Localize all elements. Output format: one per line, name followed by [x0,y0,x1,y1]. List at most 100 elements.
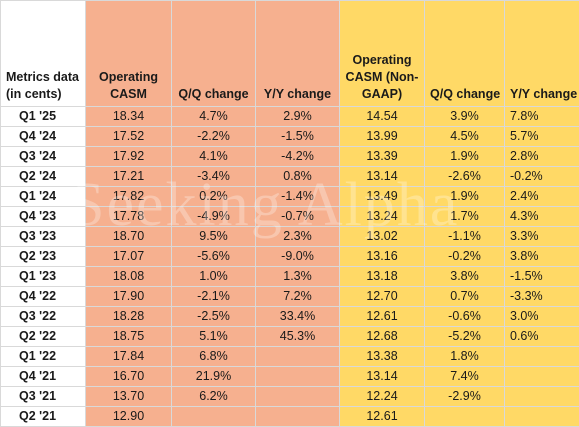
cell-non-gaap-qq-change: 1.8% [425,347,505,367]
cell-non-gaap-qq-change: 1.7% [425,207,505,227]
cell-yy-change: 1.3% [256,267,340,287]
cell-operating-casm-non-gaap: 13.16 [340,247,425,267]
cell-non-gaap-yy-change: 3.8% [505,247,579,267]
cell-operating-casm-non-gaap: 13.18 [340,267,425,287]
col-header-non-gaap-qq-change: Q/Q change [425,1,505,107]
cell-yy-change: 0.8% [256,167,340,187]
cell-yy-change: -9.0% [256,247,340,267]
cell-operating-casm-non-gaap: 12.24 [340,387,425,407]
row-period: Q4 '22 [1,287,86,307]
cell-non-gaap-qq-change: 3.8% [425,267,505,287]
cell-operating-casm: 12.90 [86,407,172,427]
cell-non-gaap-qq-change: 1.9% [425,147,505,167]
cell-non-gaap-yy-change: -0.2% [505,167,579,187]
col-header-yy-change: Y/Y change [256,1,340,107]
cell-non-gaap-yy-change [505,347,579,367]
row-period: Q4 '23 [1,207,86,227]
cell-operating-casm-non-gaap: 13.24 [340,207,425,227]
cell-non-gaap-yy-change: -1.5% [505,267,579,287]
cell-operating-casm-non-gaap: 13.39 [340,147,425,167]
row-period: Q3 '24 [1,147,86,167]
row-period: Q3 '21 [1,387,86,407]
cell-non-gaap-qq-change: -1.1% [425,227,505,247]
cell-non-gaap-qq-change: -5.2% [425,327,505,347]
cell-qq-change: -5.6% [172,247,256,267]
cell-yy-change: 2.3% [256,227,340,247]
cell-non-gaap-yy-change: 7.8% [505,107,579,127]
cell-non-gaap-yy-change: 2.8% [505,147,579,167]
cell-non-gaap-yy-change [505,387,579,407]
row-period: Q2 '22 [1,327,86,347]
cell-operating-casm-non-gaap: 13.02 [340,227,425,247]
row-period: Q4 '24 [1,127,86,147]
cell-yy-change: -1.5% [256,127,340,147]
cell-operating-casm: 17.84 [86,347,172,367]
row-period: Q1 '23 [1,267,86,287]
cell-yy-change: -4.2% [256,147,340,167]
cell-qq-change: -2.5% [172,307,256,327]
row-period: Q1 '25 [1,107,86,127]
cell-non-gaap-yy-change [505,407,579,427]
cell-yy-change: 33.4% [256,307,340,327]
cell-operating-casm: 13.70 [86,387,172,407]
row-period: Q1 '24 [1,187,86,207]
cell-qq-change: 21.9% [172,367,256,387]
cell-yy-change: -0.7% [256,207,340,227]
cell-yy-change: -1.4% [256,187,340,207]
row-period: Q2 '24 [1,167,86,187]
cell-yy-change [256,387,340,407]
cell-operating-casm: 18.28 [86,307,172,327]
row-period: Q3 '23 [1,227,86,247]
cell-non-gaap-qq-change: -0.6% [425,307,505,327]
cell-non-gaap-qq-change: 3.9% [425,107,505,127]
cell-yy-change: 7.2% [256,287,340,307]
cell-operating-casm: 17.52 [86,127,172,147]
cell-qq-change: 6.8% [172,347,256,367]
col-header-non-gaap-yy-change: Y/Y change [505,1,579,107]
cell-non-gaap-yy-change: 3.0% [505,307,579,327]
col-header-qq-change: Q/Q change [172,1,256,107]
header-row: Metrics data (in cents) Operating CASM Q… [1,1,579,107]
row-period: Q2 '23 [1,247,86,267]
cell-non-gaap-yy-change: 2.4% [505,187,579,207]
cell-qq-change: 6.2% [172,387,256,407]
cell-non-gaap-yy-change [505,367,579,387]
cell-non-gaap-yy-change: 3.3% [505,227,579,247]
cell-yy-change: 2.9% [256,107,340,127]
cell-operating-casm-non-gaap: 12.70 [340,287,425,307]
cell-operating-casm-non-gaap: 13.14 [340,367,425,387]
cell-operating-casm-non-gaap: 12.61 [340,307,425,327]
row-period: Q3 '22 [1,307,86,327]
cell-qq-change [172,407,256,427]
cell-non-gaap-yy-change: -3.3% [505,287,579,307]
cell-qq-change: 0.2% [172,187,256,207]
cell-non-gaap-yy-change: 4.3% [505,207,579,227]
cell-operating-casm-non-gaap: 13.38 [340,347,425,367]
cell-operating-casm: 17.82 [86,187,172,207]
cell-qq-change: 9.5% [172,227,256,247]
cell-qq-change: -2.2% [172,127,256,147]
cell-non-gaap-qq-change: 0.7% [425,287,505,307]
cell-qq-change: 4.1% [172,147,256,167]
row-period: Q1 '22 [1,347,86,367]
cell-yy-change [256,367,340,387]
cell-operating-casm-non-gaap: 13.49 [340,187,425,207]
cell-yy-change: 45.3% [256,327,340,347]
cell-operating-casm: 18.70 [86,227,172,247]
cell-non-gaap-qq-change: -2.6% [425,167,505,187]
cell-qq-change: 5.1% [172,327,256,347]
cell-non-gaap-qq-change: -2.9% [425,387,505,407]
col-header-metrics: Metrics data (in cents) [1,1,86,107]
